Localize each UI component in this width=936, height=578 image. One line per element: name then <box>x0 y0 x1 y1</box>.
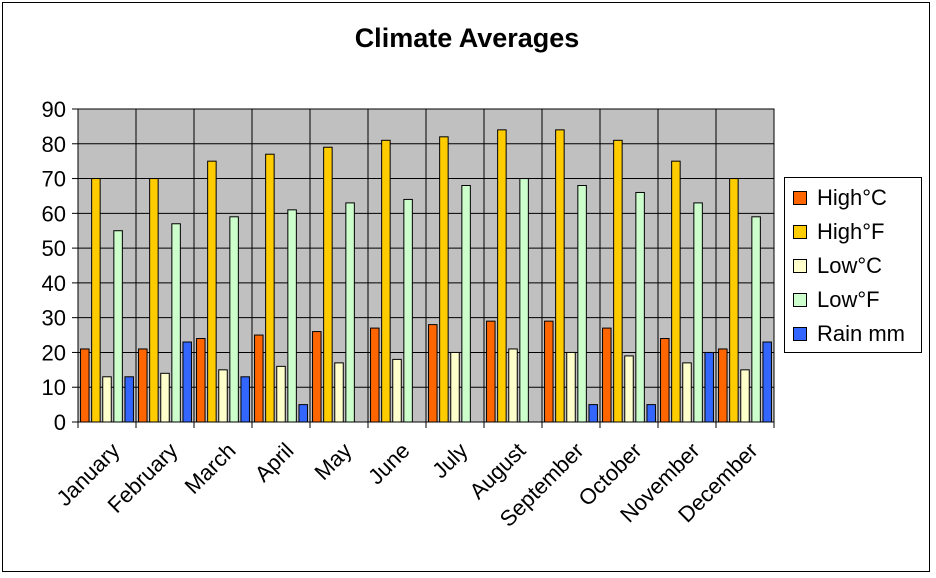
bar-low-c-may <box>334 362 344 423</box>
y-tick-label: 20 <box>42 340 66 365</box>
bar-low-c-february <box>160 372 170 423</box>
legend-item: Low°C <box>793 251 882 281</box>
x-tick-label: March <box>180 438 241 499</box>
bar-high-c-april <box>254 334 264 423</box>
legend-swatch <box>793 225 807 239</box>
legend-item: Low°F <box>793 285 880 315</box>
bar-low-f-june <box>403 198 413 423</box>
bar-high-c-march <box>196 338 206 423</box>
legend-item: High°C <box>793 183 887 213</box>
y-axis-ticks: 0 10 20 30 40 50 60 70 80 90 <box>42 97 78 435</box>
bar-high-c-july <box>428 324 438 423</box>
bar-low-f-april <box>287 209 297 423</box>
y-tick-label: 10 <box>42 375 66 400</box>
bar-low-c-june <box>392 358 402 423</box>
bar-high-f-june <box>381 139 391 423</box>
y-tick-label: 50 <box>42 236 66 261</box>
y-tick-label: 80 <box>42 132 66 157</box>
bar-high-f-july <box>439 136 449 423</box>
bar-low-f-december <box>751 216 761 423</box>
y-tick-label: 90 <box>42 97 66 122</box>
bar-high-f-october <box>613 139 623 423</box>
bar-low-f-august <box>519 178 529 423</box>
bar-low-f-november <box>693 202 703 423</box>
legend-label: Low°F <box>817 287 880 312</box>
legend-swatch <box>793 293 807 307</box>
x-tick-label: June <box>363 438 414 489</box>
bar-high-f-may <box>323 146 333 423</box>
x-tick-label: May <box>309 438 356 485</box>
bar-high-c-may <box>312 331 322 423</box>
bar-low-c-december <box>740 369 750 423</box>
bar-high-c-december <box>718 348 728 423</box>
bar-high-f-december <box>729 178 739 423</box>
bar-rain-mm-february <box>182 341 192 423</box>
bar-high-c-october <box>602 327 612 423</box>
x-tick-label: July <box>427 438 472 483</box>
bars <box>80 129 772 423</box>
bar-rain-mm-january <box>124 376 134 423</box>
bar-low-c-september <box>566 351 576 423</box>
bar-low-f-may <box>345 202 355 423</box>
bar-high-c-january <box>80 348 90 423</box>
bar-low-c-july <box>450 351 460 423</box>
bar-high-c-june <box>370 327 380 423</box>
bar-high-f-april <box>265 153 275 423</box>
bar-high-c-august <box>486 320 496 423</box>
y-tick-label: 70 <box>42 167 66 192</box>
bar-high-f-september <box>555 129 565 423</box>
bar-low-c-march <box>218 369 228 423</box>
bar-low-c-october <box>624 355 634 423</box>
y-tick-label: 40 <box>42 271 66 296</box>
bar-low-c-january <box>102 376 112 423</box>
legend-label: High°F <box>817 219 885 244</box>
bar-rain-mm-december <box>762 341 772 423</box>
y-tick-label: 0 <box>54 410 66 435</box>
legend-label: Low°C <box>817 253 883 278</box>
legend-label: High°C <box>817 185 887 210</box>
bar-low-c-november <box>682 362 692 423</box>
bar-low-f-september <box>577 185 587 423</box>
bar-rain-mm-april <box>298 404 308 423</box>
bar-high-f-august <box>497 129 507 423</box>
category-separators <box>77 109 775 428</box>
bar-high-f-january <box>91 178 101 423</box>
chart-title: Climate Averages <box>354 23 580 53</box>
bar-low-f-march <box>229 216 239 423</box>
bar-low-f-july <box>461 185 471 423</box>
bar-low-f-january <box>113 230 123 423</box>
legend-item: Rain mm <box>793 319 905 349</box>
bar-high-f-march <box>207 160 217 423</box>
legend-swatch <box>793 259 807 273</box>
bar-rain-mm-september <box>588 404 598 423</box>
y-tick-label: 30 <box>42 306 66 331</box>
bar-low-f-february <box>171 223 181 423</box>
x-tick-label: April <box>250 438 299 487</box>
legend: High°C High°F Low°C Low°F Rain mm <box>784 177 922 353</box>
bar-high-c-november <box>660 338 670 423</box>
legend-label: Rain mm <box>817 321 906 346</box>
bar-high-f-february <box>149 178 159 423</box>
bar-low-c-august <box>508 348 518 423</box>
legend-swatch <box>793 191 807 205</box>
bar-high-f-november <box>671 160 681 423</box>
bar-low-f-october <box>635 191 645 423</box>
bar-rain-mm-october <box>646 404 656 423</box>
bar-low-c-april <box>276 365 286 423</box>
legend-swatch <box>793 327 807 341</box>
y-tick-label: 60 <box>42 201 66 226</box>
bar-high-c-september <box>544 320 554 423</box>
bar-rain-mm-november <box>704 351 714 423</box>
bar-rain-mm-march <box>240 376 250 423</box>
bar-high-c-february <box>138 348 148 423</box>
legend-item: High°F <box>793 217 884 247</box>
